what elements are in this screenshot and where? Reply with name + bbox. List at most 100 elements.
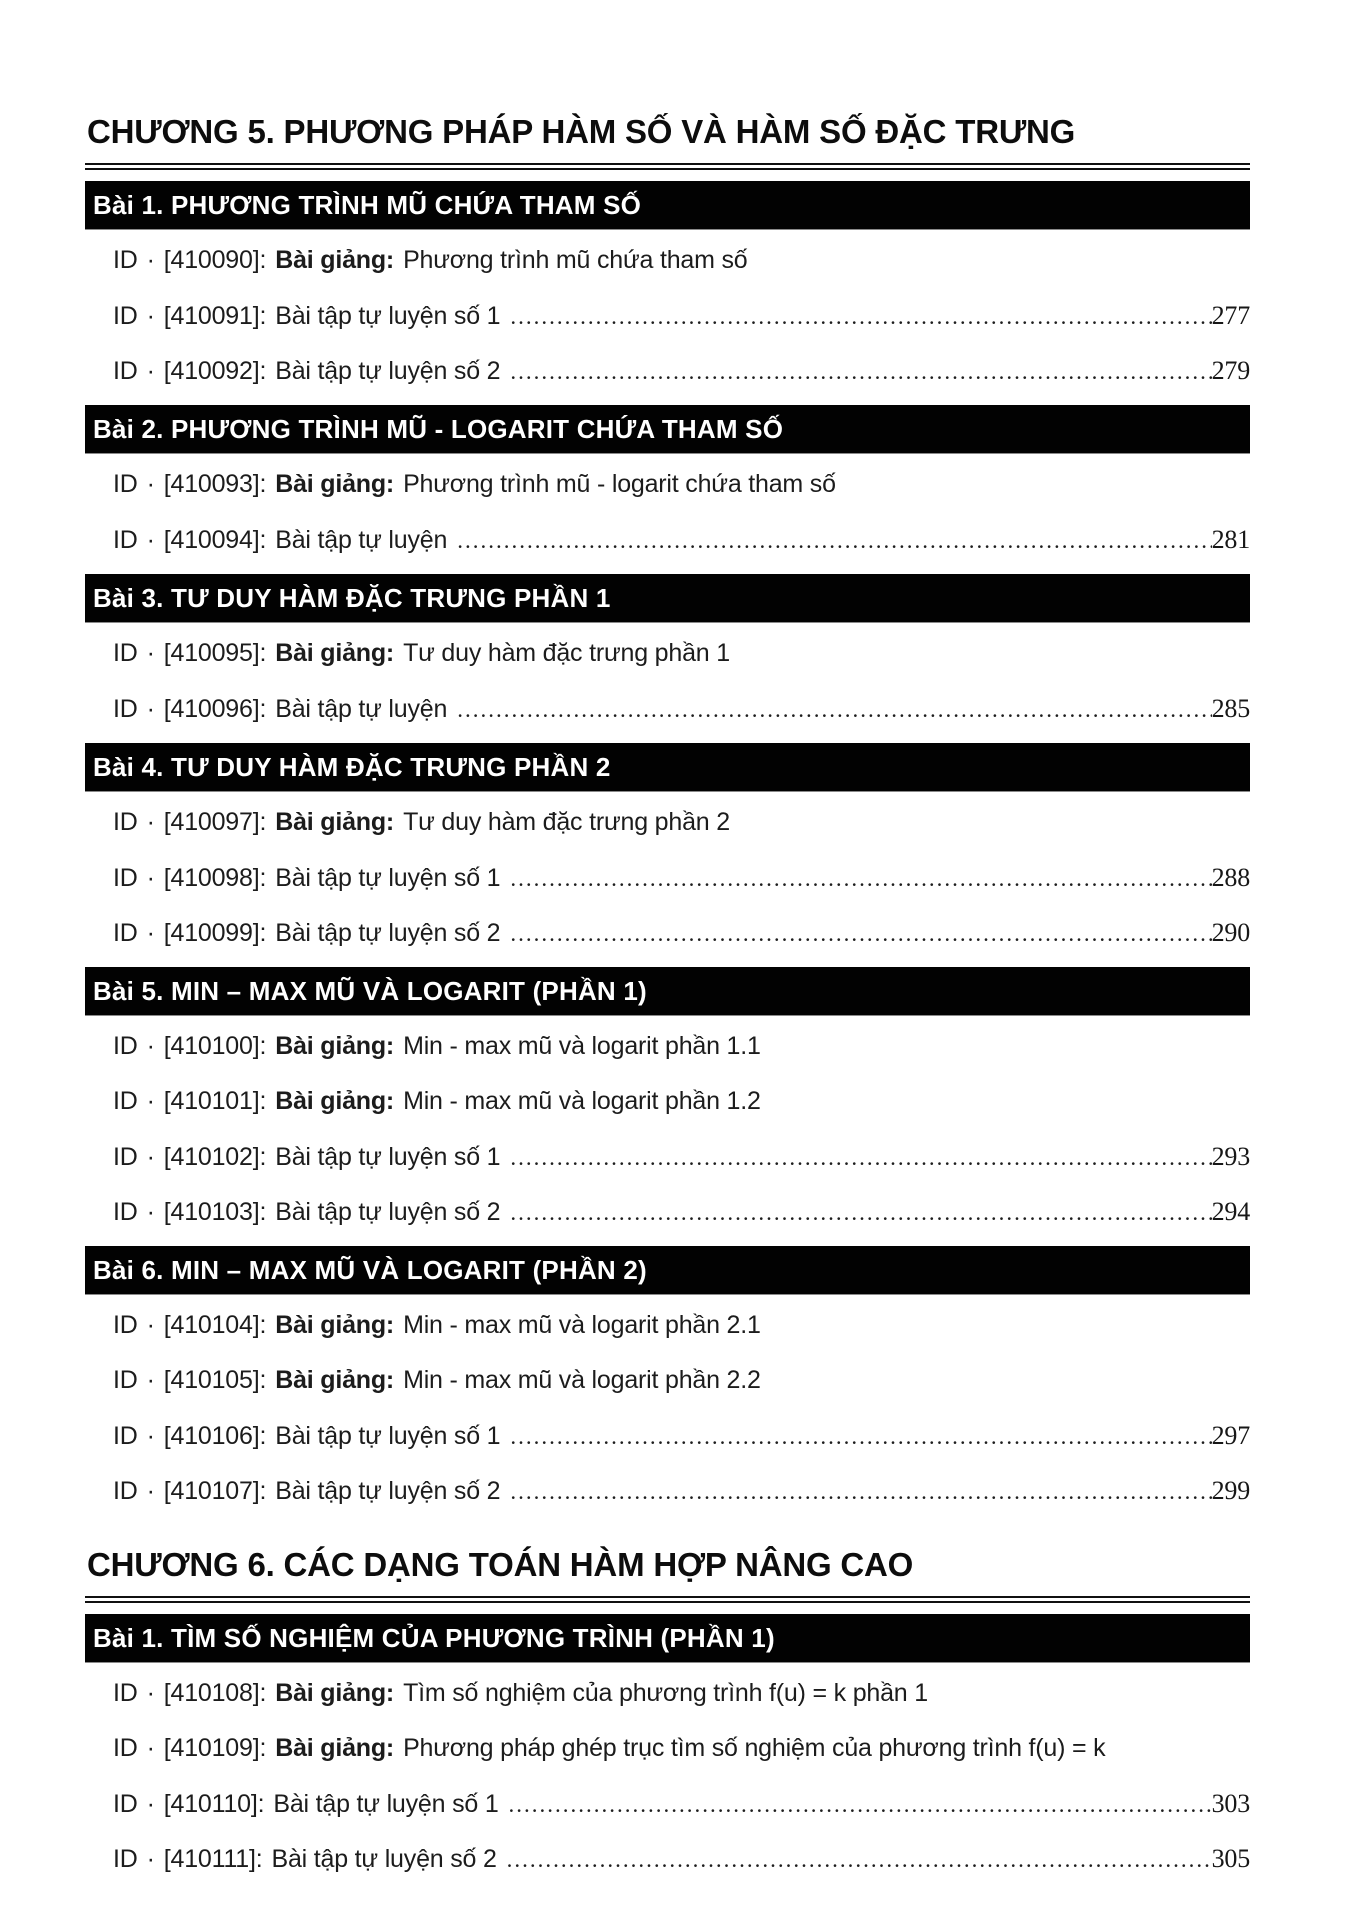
section-header-bar: Bài 5. MIN – MAX MŨ VÀ LOGARIT (PHẦN 1) (85, 967, 1250, 1015)
toc-entry[interactable]: ID · [410110]: Bài tập tự luyện số 1 ...… (85, 1776, 1250, 1831)
dot-leader: ........................................… (510, 1479, 1211, 1504)
toc-entry[interactable]: ID · [410090]: Bài giảng: Phương trình m… (85, 233, 1250, 288)
entry-id-prefix: ID (113, 1198, 138, 1226)
dot-leader: ........................................… (510, 1200, 1211, 1225)
toc-entry[interactable]: ID · [410111]: Bài tập tự luyện số 2 ...… (85, 1831, 1250, 1886)
entry-type-label: Bài giảng: (275, 1087, 395, 1115)
entry-separator: · (146, 639, 155, 667)
entry-type-label: Bài giảng: (275, 1032, 395, 1060)
entry-page-number: 305 (1211, 1844, 1251, 1873)
entry-id-prefix: ID (113, 808, 138, 836)
toc-entry[interactable]: ID · [410092]: Bài tập tự luyện số 2 ...… (85, 343, 1250, 398)
entry-page-number: 303 (1211, 1789, 1251, 1818)
section-entries: ID · [410100]: Bài giảng: Min - max mũ v… (85, 1015, 1250, 1242)
entry-code: [410098]: (163, 864, 267, 892)
entry-title: Min - max mũ và logarit phần 2.2 (403, 1366, 761, 1394)
entry-title: Bài tập tự luyện số 2 (275, 1477, 501, 1505)
entry-code: [410090]: (163, 246, 267, 274)
section-title: Bài 6. MIN – MAX MŨ VÀ LOGARIT (PHẦN 2) (93, 1254, 647, 1285)
dot-leader: ........................................… (508, 1792, 1212, 1817)
entry-code: [410104]: (163, 1311, 267, 1339)
toc-entry[interactable]: ID · [410102]: Bài tập tự luyện số 1 ...… (85, 1129, 1250, 1184)
entry-code: [410106]: (163, 1422, 267, 1450)
entry-id-prefix: ID (113, 1143, 138, 1171)
section-title: Bài 4. TƯ DUY HÀM ĐẶC TRƯNG PHẦN 2 (93, 751, 611, 782)
entry-page-number: 277 (1211, 301, 1251, 330)
toc-entry[interactable]: ID · [410099]: Bài tập tự luyện số 2 ...… (85, 905, 1250, 960)
toc-entry[interactable]: ID · [410108]: Bài giảng: Tìm số nghiệm … (85, 1666, 1250, 1721)
toc-entry[interactable]: ID · [410100]: Bài giảng: Min - max mũ v… (85, 1019, 1250, 1074)
entry-code: [410095]: (163, 639, 267, 667)
entry-separator: · (146, 1143, 155, 1171)
entry-code: [410097]: (163, 808, 267, 836)
entry-code: [410092]: (163, 357, 267, 385)
toc-entry[interactable]: ID · [410105]: Bài giảng: Min - max mũ v… (85, 1353, 1250, 1408)
section-entries: ID · [410093]: Bài giảng: Phương trình m… (85, 453, 1250, 570)
entry-code: [410093]: (163, 470, 267, 498)
entry-id-prefix: ID (113, 1311, 138, 1339)
entry-separator: · (146, 1311, 155, 1339)
entry-id-prefix: ID (113, 1734, 138, 1762)
section-title: Bài 1. TÌM SỐ NGHIỆM CỦA PHƯƠNG TRÌNH (P… (93, 1622, 775, 1653)
entry-id-prefix: ID (113, 1845, 138, 1873)
section: Bài 6. MIN – MAX MŨ VÀ LOGARIT (PHẦN 2) … (85, 1246, 1250, 1521)
entry-id-prefix: ID (113, 470, 138, 498)
dot-leader: ........................................… (510, 359, 1211, 384)
entry-id-prefix: ID (113, 1366, 138, 1394)
entry-id-prefix: ID (113, 246, 138, 274)
toc-entry[interactable]: ID · [410096]: Bài tập tự luyện ........… (85, 681, 1250, 736)
dot-leader: ........................................… (510, 1145, 1211, 1170)
toc-entry[interactable]: ID · [410104]: Bài giảng: Min - max mũ v… (85, 1298, 1250, 1353)
toc-entry[interactable]: ID · [410103]: Bài tập tự luyện số 2 ...… (85, 1184, 1250, 1239)
toc-entry[interactable]: ID · [410106]: Bài tập tự luyện số 1 ...… (85, 1408, 1250, 1463)
entry-separator: · (146, 1790, 155, 1818)
entry-id-prefix: ID (113, 357, 138, 385)
entry-separator: · (146, 919, 155, 947)
entry-page-number: 290 (1211, 918, 1251, 947)
entry-separator: · (146, 526, 155, 554)
section-header-bar: Bài 2. PHƯƠNG TRÌNH MŨ - LOGARIT CHỨA TH… (85, 405, 1250, 453)
entry-page-number: 279 (1211, 356, 1251, 385)
entry-title: Bài tập tự luyện số 1 (275, 864, 501, 892)
toc-entry[interactable]: ID · [410109]: Bài giảng: Phương pháp gh… (85, 1721, 1250, 1776)
entry-code: [410094]: (163, 526, 267, 554)
chapter-rule (85, 163, 1250, 170)
entry-type-label: Bài giảng: (275, 1311, 395, 1339)
section-entries: ID · [410095]: Bài giảng: Tư duy hàm đặc… (85, 622, 1250, 739)
section: Bài 3. TƯ DUY HÀM ĐẶC TRƯNG PHẦN 1 ID · … (85, 574, 1250, 739)
section: Bài 4. TƯ DUY HÀM ĐẶC TRƯNG PHẦN 2 ID · … (85, 743, 1250, 963)
entry-separator: · (146, 808, 155, 836)
dot-leader: ........................................… (506, 1847, 1212, 1872)
toc-entry[interactable]: ID · [410094]: Bài tập tự luyện ........… (85, 512, 1250, 567)
toc-entry[interactable]: ID · [410097]: Bài giảng: Tư duy hàm đặc… (85, 795, 1250, 850)
dot-leader: ........................................… (510, 866, 1211, 891)
entry-page-number: 288 (1211, 863, 1251, 892)
toc-entry[interactable]: ID · [410098]: Bài tập tự luyện số 1 ...… (85, 850, 1250, 905)
toc-entry[interactable]: ID · [410095]: Bài giảng: Tư duy hàm đặc… (85, 626, 1250, 681)
entry-id-prefix: ID (113, 919, 138, 947)
section-title: Bài 5. MIN – MAX MŨ VÀ LOGARIT (PHẦN 1) (93, 975, 647, 1006)
entry-id-prefix: ID (113, 695, 138, 723)
entry-title: Bài tập tự luyện số 1 (275, 1422, 501, 1450)
toc-entry[interactable]: ID · [410093]: Bài giảng: Phương trình m… (85, 457, 1250, 512)
entry-title: Min - max mũ và logarit phần 1.2 (403, 1087, 761, 1115)
entry-separator: · (146, 1422, 155, 1450)
entry-separator: · (146, 246, 155, 274)
entry-title: Bài tập tự luyện (275, 695, 448, 723)
entry-separator: · (146, 1477, 155, 1505)
entry-separator: · (146, 1087, 155, 1115)
toc-entry[interactable]: ID · [410091]: Bài tập tự luyện số 1 ...… (85, 288, 1250, 343)
toc-entry[interactable]: ID · [410107]: Bài tập tự luyện số 2 ...… (85, 1463, 1250, 1518)
entry-id-prefix: ID (113, 639, 138, 667)
entry-code: [410110]: (163, 1790, 265, 1818)
section: Bài 2. PHƯƠNG TRÌNH MŨ - LOGARIT CHỨA TH… (85, 405, 1250, 570)
entry-id-prefix: ID (113, 526, 138, 554)
entry-type-label: Bài giảng: (275, 1366, 395, 1394)
toc-entry[interactable]: ID · [410101]: Bài giảng: Min - max mũ v… (85, 1074, 1250, 1129)
entry-code: [410091]: (163, 302, 267, 330)
entry-separator: · (146, 470, 155, 498)
entry-title: Bài tập tự luyện (275, 526, 448, 554)
entry-code: [410096]: (163, 695, 267, 723)
entry-title: Bài tập tự luyện số 2 (275, 357, 501, 385)
